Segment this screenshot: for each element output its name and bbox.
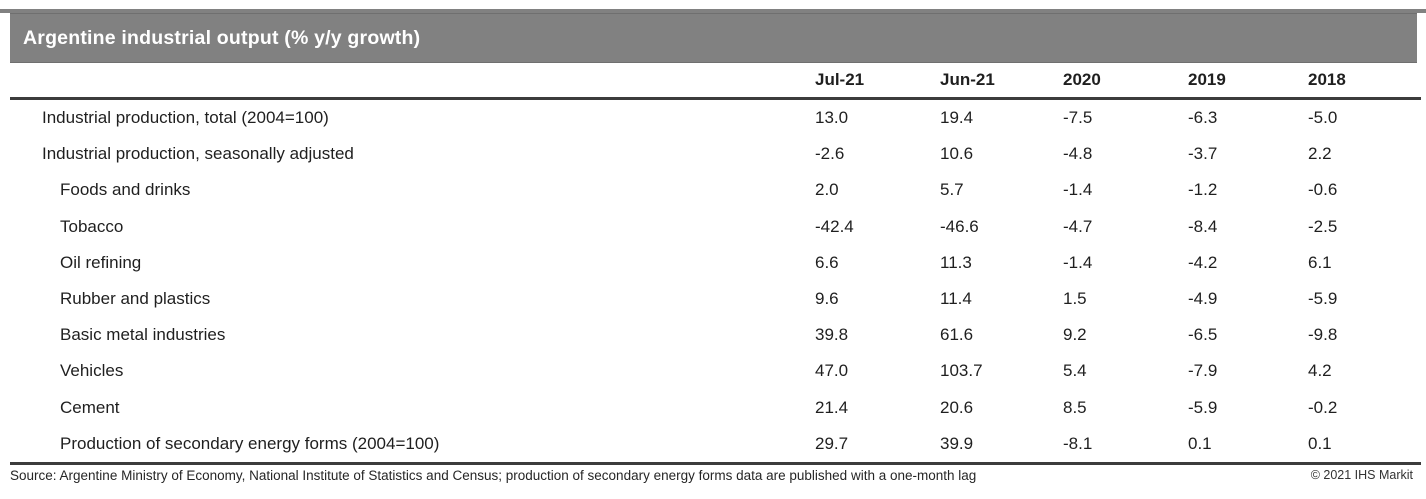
row-label: Foods and drinks <box>60 180 191 200</box>
title-bar: Argentine industrial output (% y/y growt… <box>10 13 1417 63</box>
cell-value: -46.6 <box>940 216 979 236</box>
cell-value: 9.2 <box>1063 325 1087 345</box>
cell-value: -0.6 <box>1308 180 1338 200</box>
cell-value: 2.2 <box>1308 144 1332 164</box>
cell-value: -6.5 <box>1188 325 1218 345</box>
cell-value: -1.4 <box>1063 180 1093 200</box>
cell-value: 13.0 <box>815 108 849 128</box>
cell-value: -42.4 <box>815 216 854 236</box>
table-row: Cement 21.4 20.6 8.5 -5.9 -0.2 <box>10 390 1421 426</box>
cell-value: 8.5 <box>1063 397 1087 417</box>
cell-value: -0.2 <box>1308 397 1338 417</box>
column-header-jun-21: Jun-21 <box>940 63 1063 100</box>
top-divider <box>0 9 1426 13</box>
row-label: Tobacco <box>60 216 124 236</box>
cell-value: -6.3 <box>1188 108 1218 128</box>
table-row: Production of secondary energy forms (20… <box>10 426 1421 464</box>
cell-value: -4.9 <box>1188 289 1218 309</box>
cell-value: 5.7 <box>940 180 964 200</box>
cell-value: 11.3 <box>940 252 972 272</box>
cell-value: -4.8 <box>1063 144 1093 164</box>
cell-value: -4.2 <box>1188 252 1218 272</box>
cell-value: 2.0 <box>815 180 839 200</box>
row-label: Production of secondary energy forms (20… <box>60 433 440 453</box>
row-label: Cement <box>60 397 120 417</box>
cell-value: -5.9 <box>1308 289 1338 309</box>
cell-value: 19.4 <box>940 108 974 128</box>
table-row: Foods and drinks 2.0 5.7 -1.4 -1.2 -0.6 <box>10 172 1421 208</box>
cell-value: 20.6 <box>940 397 974 417</box>
page-title: Argentine industrial output (% y/y growt… <box>23 26 421 49</box>
cell-value: -9.8 <box>1308 325 1338 345</box>
table-row: Industrial production, seasonally adjust… <box>10 136 1421 172</box>
cell-value: 0.1 <box>1188 433 1212 453</box>
cell-value: 10.6 <box>940 144 974 164</box>
cell-value: 5.4 <box>1063 361 1087 381</box>
cell-value: -7.9 <box>1188 361 1218 381</box>
cell-value: 39.9 <box>940 433 974 453</box>
column-header-2018: 2018 <box>1308 63 1421 100</box>
table-row: Oil refining 6.6 11.3 -1.4 -4.2 6.1 <box>10 245 1421 281</box>
row-label: Industrial production, seasonally adjust… <box>42 144 354 164</box>
cell-value: 9.6 <box>815 289 839 309</box>
cell-value: 6.1 <box>1308 252 1332 272</box>
data-table: Jul-21 Jun-21 2020 2019 2018 Industrial prod… <box>10 63 1421 465</box>
row-label: Industrial production, total (2004=100) <box>42 108 329 128</box>
table-row: Tobacco -42.4 -46.6 -4.7 -8.4 -2.5 <box>10 209 1421 245</box>
column-header-jul-21: Jul-21 <box>815 63 940 100</box>
row-label: Oil refining <box>60 252 142 272</box>
header-spacer <box>10 63 815 100</box>
table-row: Vehicles 47.0 103.7 5.4 -7.9 4.2 <box>10 353 1421 389</box>
cell-value: -1.4 <box>1063 252 1093 272</box>
cell-value: 1.5 <box>1063 289 1087 309</box>
table-row: Industrial production, total (2004=100) 1… <box>10 99 1421 137</box>
cell-value: 61.6 <box>940 325 974 345</box>
row-label: Vehicles <box>60 361 124 381</box>
column-header-2020: 2020 <box>1063 63 1188 100</box>
row-label: Basic metal industries <box>60 325 226 345</box>
table-row: Basic metal industries 39.8 61.6 9.2 -6.5 -9.… <box>10 317 1421 353</box>
cell-value: -5.9 <box>1188 397 1218 417</box>
header-row: Jul-21 Jun-21 2020 2019 2018 <box>10 63 1421 100</box>
cell-value: 47.0 <box>815 361 849 381</box>
cell-value: 29.7 <box>815 433 849 453</box>
copyright-note: © 2021 IHS Markit <box>1310 468 1413 482</box>
source-note: Source: Argentine Ministry of Economy, N… <box>10 468 977 483</box>
cell-value: 0.1 <box>1308 433 1332 453</box>
cell-value: 4.2 <box>1308 361 1332 381</box>
cell-value: -1.2 <box>1188 180 1218 200</box>
cell-value: 6.6 <box>815 252 839 272</box>
cell-value: -2.5 <box>1308 216 1338 236</box>
footer: Source: Argentine Ministry of Economy, N… <box>10 468 1415 483</box>
cell-value: -5.0 <box>1308 108 1338 128</box>
cell-value: -7.5 <box>1063 108 1093 128</box>
cell-value: 11.4 <box>940 289 972 309</box>
cell-value: -2.6 <box>815 144 845 164</box>
table-row: Rubber and plastics 9.6 11.4 1.5 -4.9 -5.9 <box>10 281 1421 317</box>
cell-value: 39.8 <box>815 325 849 345</box>
cell-value: -8.1 <box>1063 433 1093 453</box>
cell-value: -3.7 <box>1188 144 1218 164</box>
cell-value: 21.4 <box>815 397 849 417</box>
column-header-2019: 2019 <box>1188 63 1308 100</box>
row-label: Rubber and plastics <box>60 289 211 309</box>
cell-value: -4.7 <box>1063 216 1093 236</box>
cell-value: 103.7 <box>940 361 983 381</box>
cell-value: -8.4 <box>1188 216 1218 236</box>
table-body: Industrial production, total (2004=100) 1… <box>10 99 1421 464</box>
